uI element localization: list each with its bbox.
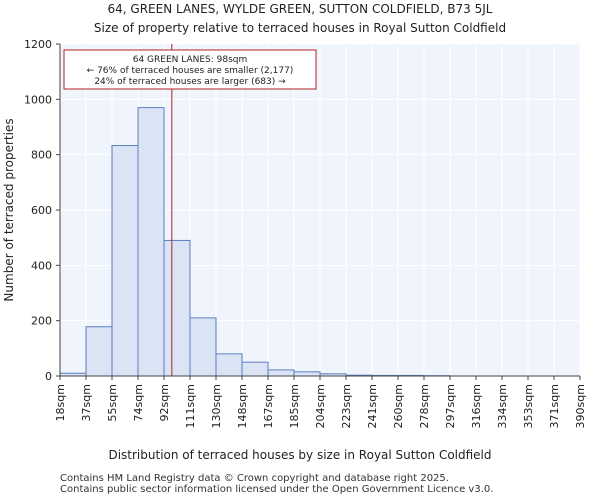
x-tick-label: 130sqm (210, 384, 223, 428)
bar (267, 369, 295, 377)
bars (59, 107, 451, 377)
x-tick-label: 260sqm (392, 384, 405, 428)
bar (241, 361, 269, 377)
chart-subtitle: Size of property relative to terraced ho… (94, 21, 506, 35)
x-axis: 18sqm 37sqm 55sqm 74sqm 92sqm 111sqm 130sqm 148… (54, 375, 587, 428)
x-tick-label: 241sqm (366, 384, 379, 428)
bar (163, 239, 191, 377)
x-tick-label: 167sqm (262, 384, 275, 428)
y-tick-label: 1000 (24, 93, 52, 106)
x-tick-label: 37sqm (80, 384, 93, 421)
x-tick-label: 55sqm (106, 384, 119, 421)
y-tick-label: 200 (31, 315, 52, 328)
y-axis-label: Number of terraced properties (2, 118, 16, 301)
bar (111, 145, 139, 377)
x-tick-label: 223sqm (340, 384, 353, 428)
x-tick-label: 353sqm (522, 384, 535, 428)
x-tick-label: 74sqm (132, 384, 145, 421)
x-tick-label: 316sqm (470, 384, 483, 428)
annotation-line-2: ← 76% of terraced houses are smaller (2,… (87, 66, 294, 76)
annotation-line-3: 24% of terraced houses are larger (683) … (94, 77, 286, 87)
x-tick-label: 92sqm (158, 384, 171, 421)
x-tick-label: 297sqm (444, 384, 457, 428)
y-tick-label: 600 (31, 204, 52, 217)
chart-title: 64, GREEN LANES, WYLDE GREEN, SUTTON COL… (108, 2, 493, 16)
y-tick-label: 800 (31, 149, 52, 162)
y-axis: 0 200 400 600 800 1000 1200 (24, 38, 61, 383)
x-tick-label: 111sqm (184, 384, 197, 428)
x-tick-label: 148sqm (236, 384, 249, 428)
bar (293, 371, 321, 377)
footer-licence: Contains public sector information licen… (60, 484, 494, 495)
annotation-line-1: 64 GREEN LANES: 98sqm (133, 55, 248, 65)
x-tick-label: 278sqm (418, 384, 431, 428)
x-tick-label: 334sqm (496, 384, 509, 428)
footer-copyright: Contains HM Land Registry data © Crown c… (60, 473, 449, 484)
x-tick-label: 204sqm (314, 384, 327, 428)
x-tick-label: 390sqm (574, 384, 587, 428)
x-tick-label: 371sqm (548, 384, 561, 428)
bar (85, 326, 113, 377)
bar (215, 353, 243, 377)
x-axis-label: Distribution of terraced houses by size … (108, 448, 491, 462)
x-tick-label: 18sqm (54, 384, 67, 421)
y-tick-label: 1200 (24, 38, 52, 51)
annotation-box: 64 GREEN LANES: 98sqm ← 76% of terraced … (63, 49, 317, 90)
y-tick-label: 0 (45, 370, 52, 383)
bar (189, 317, 217, 377)
y-tick-label: 400 (31, 259, 52, 272)
bar (137, 107, 165, 377)
x-tick-label: 185sqm (288, 384, 301, 428)
